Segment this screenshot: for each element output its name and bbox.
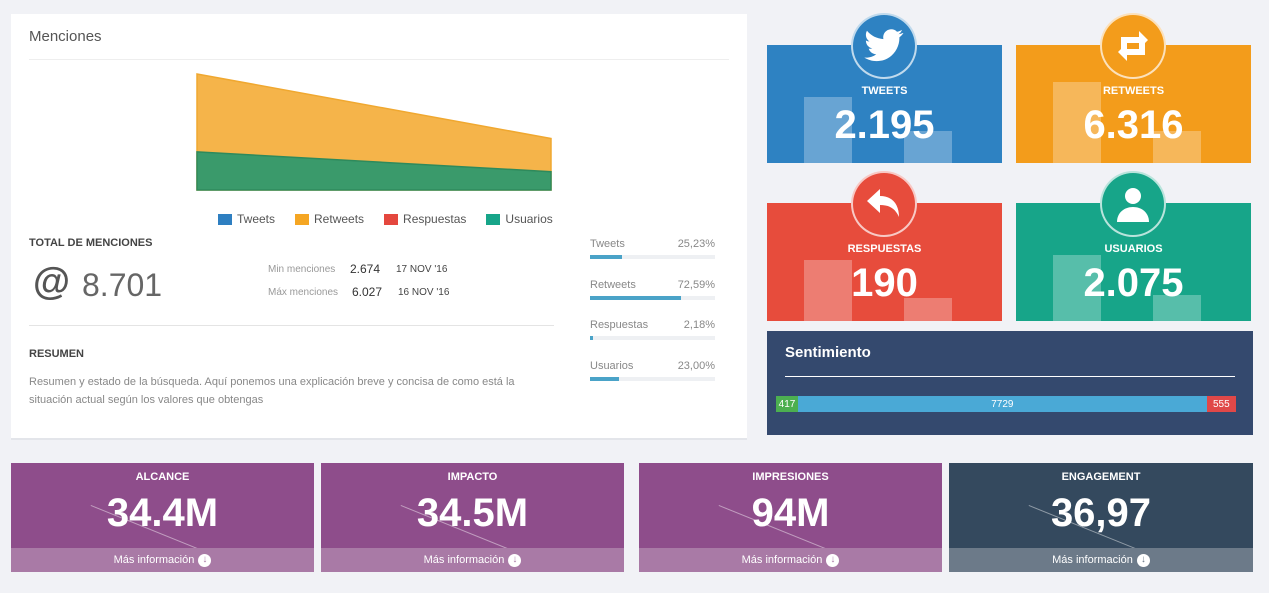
menciones-area-chart	[196, 73, 552, 191]
min-menciones-label: Min menciones	[268, 264, 336, 275]
max-menciones-label: Máx menciones	[268, 287, 339, 298]
sentiment-neutral-segment[interactable]: 7729	[798, 396, 1207, 412]
breakdown-pct: 23,00%	[677, 360, 715, 372]
legend-swatch	[218, 213, 232, 225]
legend-respuestas[interactable]: Respuestas	[384, 212, 466, 226]
stat-value: 2.195	[834, 103, 935, 147]
kpi-value: 94M	[751, 491, 830, 535]
sentimiento-bar: 417 7729 555	[776, 396, 1236, 412]
twitter-bird-icon	[851, 13, 917, 79]
divider	[29, 325, 554, 326]
stat-value: 6.316	[1083, 103, 1184, 147]
stat-label: RETWEETS	[1102, 85, 1165, 97]
panel-title: Menciones	[29, 28, 102, 45]
legend-label: Tweets	[237, 212, 276, 226]
stat-value: 2.075	[1083, 261, 1184, 305]
kpi-label: IMPACTO	[447, 471, 498, 483]
breakdown-label: Tweets	[590, 238, 625, 250]
stat-label: USUARIOS	[1104, 243, 1163, 255]
progress-fill	[590, 336, 593, 340]
min-menciones-value: 2.674	[350, 262, 381, 276]
arrow-down-circle-icon: ↓	[198, 553, 212, 567]
breakdown-pct: 25,23%	[677, 238, 715, 250]
progress-track	[590, 377, 715, 381]
total-menciones-label: TOTAL DE MENCIONES	[29, 237, 153, 249]
retweet-icon	[1100, 13, 1166, 79]
arrow-down-circle-icon: ↓	[508, 553, 522, 567]
progress-track	[590, 296, 715, 300]
divider	[785, 376, 1235, 377]
divider	[29, 59, 729, 60]
at-icon: @	[33, 261, 71, 303]
stat-card-respuestas[interactable]: RESPUESTAS 190	[767, 171, 1002, 321]
stat-label: RESPUESTAS	[847, 243, 922, 255]
legend-retweets[interactable]: Retweets	[295, 212, 364, 226]
max-menciones-date: 16 NOV '16	[398, 287, 450, 298]
legend-usuarios[interactable]: Usuarios	[486, 212, 553, 226]
stat-card-usuarios[interactable]: USUARIOS 2.075	[1016, 171, 1251, 321]
user-icon	[1100, 171, 1166, 237]
breakdown-pct: 2,18%	[683, 319, 715, 331]
total-menciones-value: 8.701	[82, 267, 163, 303]
mas-informacion-button[interactable]: Más información ↓	[11, 548, 314, 572]
breakdown-tweets: Tweets 25,23%	[590, 238, 715, 259]
stat-card-retweets[interactable]: RETWEETS 6.316	[1016, 13, 1251, 163]
stat-card-tweets[interactable]: TWEETS 2.195	[767, 13, 1002, 163]
stat-label: TWEETS	[861, 85, 908, 97]
sentiment-positive-segment[interactable]: 417	[776, 396, 799, 412]
area-usuarios	[196, 151, 552, 191]
legend-swatch	[486, 213, 501, 225]
arrow-down-circle-icon: ↓	[826, 553, 840, 567]
kpi-label: ALCANCE	[135, 471, 190, 483]
kpi-value: 36,97	[1050, 491, 1152, 535]
progress-fill	[590, 255, 622, 259]
legend-swatch	[295, 213, 310, 225]
sentimiento-title: Sentimiento	[785, 344, 871, 361]
max-menciones-value: 6.027	[352, 285, 383, 299]
legend-label: Usuarios	[505, 212, 553, 226]
progress-track	[590, 336, 715, 340]
min-menciones-date: 17 NOV '16	[396, 264, 448, 275]
progress-track	[590, 255, 715, 259]
mas-informacion-button[interactable]: Más información ↓	[321, 548, 624, 572]
kpi-value: 34.4M	[106, 491, 219, 535]
breakdown-retweets: Retweets 72,59%	[590, 279, 715, 300]
menciones-panel: Menciones Tweets Retweets Respuestas Usu…	[11, 14, 747, 440]
legend-swatch	[384, 213, 399, 225]
more-label: Más información	[423, 554, 505, 566]
kpi-label: ENGAGEMENT	[1061, 471, 1141, 483]
more-label: Más información	[1052, 554, 1133, 566]
reply-icon	[851, 171, 917, 237]
progress-fill	[590, 296, 681, 300]
breakdown-pct: 72,59%	[677, 279, 715, 291]
kpi-card-engagement: ENGAGEMENT 36,97 Más información ↓	[949, 463, 1253, 572]
sentiment-negative-segment[interactable]: 555	[1206, 396, 1236, 412]
sentimiento-panel: Sentimiento 417 7729 555	[767, 331, 1253, 435]
breakdown-label: Retweets	[590, 279, 636, 291]
breakdown-respuestas: Respuestas 2,18%	[590, 319, 715, 340]
breakdown-label: Usuarios	[590, 360, 634, 372]
resumen-text: Resumen y estado de la búsqueda. Aquí po…	[29, 376, 515, 406]
mas-informacion-button[interactable]: Más información ↓	[639, 548, 942, 572]
legend-label: Retweets	[314, 212, 365, 226]
more-label: Más información	[113, 554, 195, 566]
legend-tweets[interactable]: Tweets	[218, 212, 275, 226]
legend-label: Respuestas	[403, 212, 467, 226]
kpi-card-alcance: ALCANCE 34.4M Más información ↓	[11, 463, 314, 572]
kpi-card-impacto: IMPACTO 34.5M Más información ↓	[321, 463, 624, 572]
chart-legend: Tweets Retweets Respuestas Usuarios	[218, 212, 553, 226]
breakdown-usuarios: Usuarios 23,00%	[590, 360, 715, 381]
more-label: Más información	[741, 554, 823, 566]
kpi-value: 34.5M	[416, 491, 529, 535]
kpi-label: IMPRESIONES	[752, 471, 829, 483]
stat-value: 190	[851, 261, 918, 305]
arrow-down-circle-icon: ↓	[1136, 553, 1150, 567]
mas-informacion-button[interactable]: Más información ↓	[949, 548, 1253, 572]
resumen-label: RESUMEN	[29, 348, 85, 360]
kpi-card-impresiones: IMPRESIONES 94M Más información ↓	[639, 463, 942, 572]
progress-fill	[590, 377, 619, 381]
breakdown-label: Respuestas	[590, 319, 649, 331]
